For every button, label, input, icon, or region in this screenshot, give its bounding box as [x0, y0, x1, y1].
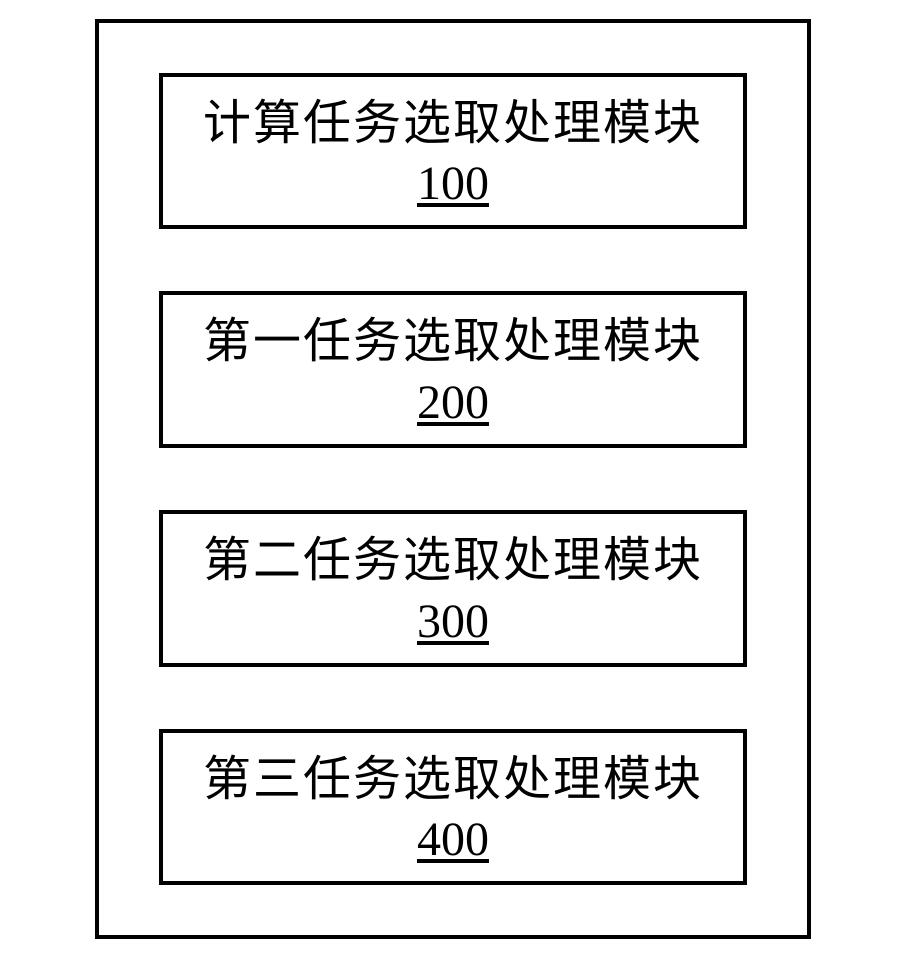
module-title: 第三任务选取处理模块: [203, 751, 703, 809]
module-number: 100: [203, 156, 703, 211]
module-box: 第二任务选取处理模块 300: [159, 510, 747, 667]
module-number: 400: [203, 812, 703, 867]
module-title: 第一任务选取处理模块: [203, 313, 703, 371]
module-box: 第一任务选取处理模块 200: [159, 291, 747, 448]
module-number: 300: [203, 594, 703, 649]
module-box: 计算任务选取处理模块 100: [159, 73, 747, 230]
diagram-container: 计算任务选取处理模块 100 第一任务选取处理模块 200 第二任务选取处理模块…: [95, 19, 811, 939]
module-title: 第二任务选取处理模块: [203, 532, 703, 590]
module-title: 计算任务选取处理模块: [203, 95, 703, 153]
module-number: 200: [203, 375, 703, 430]
module-box: 第三任务选取处理模块 400: [159, 729, 747, 886]
